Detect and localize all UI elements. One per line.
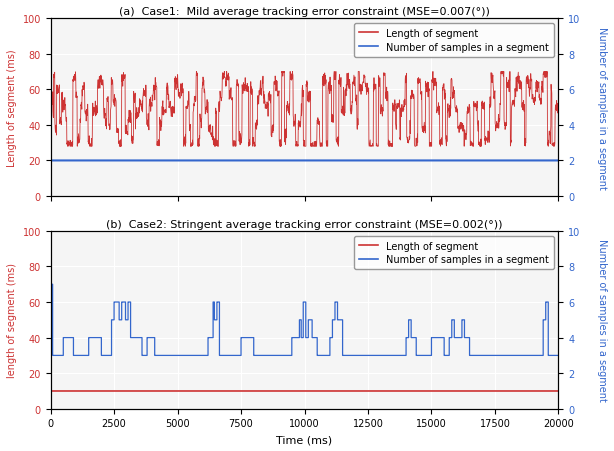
Legend: Length of segment, Number of samples in a segment: Length of segment, Number of samples in … — [354, 236, 554, 270]
Y-axis label: Length of segment (ms): Length of segment (ms) — [7, 49, 17, 166]
Y-axis label: Number of samples in a segment: Number of samples in a segment — [597, 27, 607, 189]
Title: (a)  Case1:  Mild average tracking error constraint (MSE=0.007(°)): (a) Case1: Mild average tracking error c… — [119, 7, 490, 17]
Y-axis label: length of segment (ms): length of segment (ms) — [7, 263, 17, 377]
Legend: Length of segment, Number of samples in a segment: Length of segment, Number of samples in … — [354, 24, 554, 57]
Title: (b)  Case2: Stringent average tracking error constraint (MSE=0.002(°)): (b) Case2: Stringent average tracking er… — [106, 219, 503, 229]
X-axis label: Time (ms): Time (ms) — [276, 434, 333, 444]
Y-axis label: Number of samples in a segment: Number of samples in a segment — [597, 239, 607, 401]
